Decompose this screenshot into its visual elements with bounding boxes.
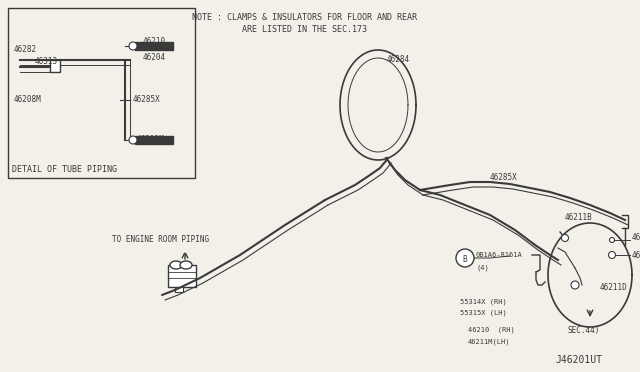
Text: 46211D: 46211D [632, 250, 640, 260]
Text: (4): (4) [476, 265, 489, 271]
Circle shape [129, 42, 137, 50]
Text: 46211D: 46211D [600, 283, 628, 292]
Text: 46284: 46284 [387, 55, 410, 64]
Text: NOTE : CLAMPS & INSULATORS FOR FLOOR AND REAR: NOTE : CLAMPS & INSULATORS FOR FLOOR AND… [193, 13, 417, 22]
Text: 55315X (LH): 55315X (LH) [460, 310, 507, 316]
Text: 46285X: 46285X [133, 96, 161, 105]
Circle shape [609, 237, 614, 243]
Circle shape [561, 234, 568, 241]
Text: SEC.44): SEC.44) [567, 326, 600, 334]
Text: 46211B: 46211B [565, 214, 593, 222]
Text: 55314X (RH): 55314X (RH) [460, 299, 507, 305]
Text: 46208M: 46208M [14, 96, 42, 105]
Text: TO ENGINE ROOM PIPING: TO ENGINE ROOM PIPING [112, 235, 209, 244]
Text: 46285X: 46285X [490, 173, 518, 182]
Ellipse shape [170, 261, 182, 269]
Bar [50, 60, 60, 72]
Text: ARE LISTED IN THE SEC.173: ARE LISTED IN THE SEC.173 [243, 26, 367, 35]
Circle shape [129, 136, 137, 144]
Bar [8, 8, 195, 178]
Text: 46211C: 46211C [632, 234, 640, 243]
Bar [135, 42, 173, 50]
Text: 46204: 46204 [143, 54, 166, 62]
Bar [168, 265, 196, 287]
Text: B: B [463, 254, 467, 263]
Text: 46210: 46210 [143, 38, 166, 46]
Text: J46201UT: J46201UT [555, 355, 602, 365]
Text: 46210  (RH): 46210 (RH) [468, 327, 515, 333]
Text: 46211M(LH): 46211M(LH) [468, 339, 511, 345]
Text: 46211M: 46211M [137, 135, 164, 144]
Text: 0B1A6-8161A: 0B1A6-8161A [476, 252, 523, 258]
Circle shape [571, 281, 579, 289]
Bar [175, 287, 183, 292]
Circle shape [609, 251, 616, 259]
Ellipse shape [180, 261, 192, 269]
Bar [135, 136, 173, 144]
Text: DETAIL OF TUBE PIPING: DETAIL OF TUBE PIPING [12, 166, 117, 174]
Circle shape [456, 249, 474, 267]
Text: 46313: 46313 [35, 58, 58, 67]
Text: 46282: 46282 [14, 45, 37, 55]
